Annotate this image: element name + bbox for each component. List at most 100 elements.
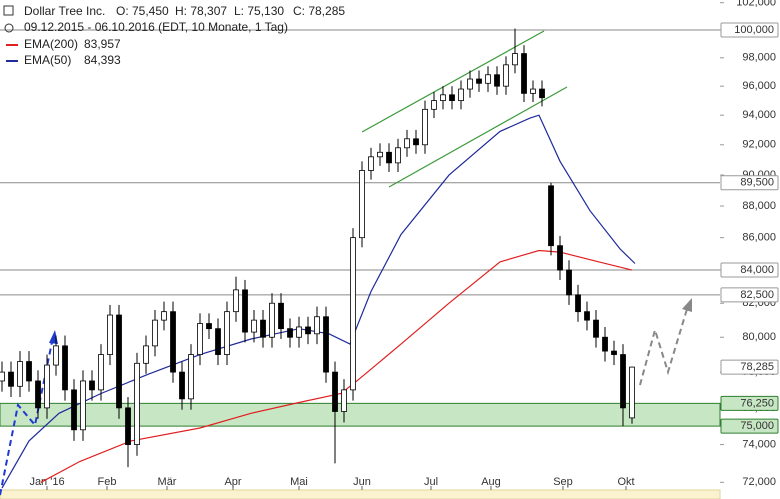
candle-body (431, 100, 437, 110)
candle-body (575, 294, 581, 313)
candle-body (449, 94, 455, 101)
ema-line (1, 114, 636, 489)
projection-arrow-left (0, 341, 53, 496)
quote-low: L: 75,130 (234, 4, 284, 18)
candle-body (368, 156, 374, 171)
time-strip (0, 489, 721, 499)
quote-open: O: 75,450 (116, 4, 169, 18)
quote-close: C: 78,285 (293, 4, 345, 18)
support-zone (0, 402, 721, 427)
candle-body (53, 345, 59, 366)
clock-icon (4, 23, 14, 33)
projection-arrow-right (639, 308, 688, 386)
y-tick-label: 98,000 (742, 52, 776, 64)
level-box (720, 22, 779, 38)
candle-body (404, 138, 410, 149)
y-tick-label: 102,000 (736, 0, 776, 9)
chart-title: Dollar Tree Inc. (24, 4, 105, 18)
candle-body (242, 289, 248, 333)
candle-body (467, 78, 473, 90)
candle-body (80, 380, 86, 431)
candle-body (611, 350, 617, 355)
candle-body (179, 371, 185, 400)
subtitle: 09.12.2015 - 06.10.2016 (EDT, 10 Monate,… (24, 20, 288, 34)
chart-icon (3, 5, 14, 16)
level-box (720, 359, 779, 375)
candle-body (593, 319, 599, 338)
channel-lower (388, 86, 568, 188)
legend-label: EMA(50) (24, 53, 71, 67)
candle-body (332, 371, 338, 412)
candle-body (413, 138, 419, 146)
candle-body (0, 371, 5, 382)
y-tick-label: 72,000 (742, 476, 776, 488)
level-label: 89,500 (740, 177, 774, 189)
y-tick-label: 80,000 (742, 331, 776, 343)
candle-body (215, 328, 221, 355)
candle-body (539, 88, 545, 99)
candle-body (395, 147, 401, 164)
candle-body (251, 319, 257, 333)
candle-body (8, 371, 14, 387)
x-tick-label: Okt (617, 476, 634, 488)
legend-label: EMA(200) (24, 37, 78, 51)
candle-body (134, 362, 140, 445)
candle-body (161, 311, 167, 321)
candle-body (377, 151, 383, 158)
candle-body (458, 88, 464, 101)
candle-body (62, 345, 68, 391)
candle-body (125, 407, 131, 445)
candle-body (584, 311, 590, 321)
candle-body (341, 389, 347, 412)
channel-upper (361, 30, 545, 133)
level-label: 78,285 (740, 361, 774, 373)
candle-body (305, 326, 311, 335)
candle-body (296, 326, 302, 338)
x-tick-label: Jun (353, 476, 371, 488)
legend-value: 84,393 (84, 53, 121, 67)
level-label: 76,250 (740, 397, 774, 409)
candle-body (152, 319, 158, 347)
candle-body (170, 311, 176, 373)
candle-body (530, 88, 536, 94)
candle-body (557, 245, 563, 271)
x-tick-label: Sep (553, 476, 573, 488)
level-label: 84,000 (740, 264, 774, 276)
candle-body (629, 366, 635, 419)
quote-high: H: 78,307 (175, 4, 227, 18)
y-tick-label: 94,000 (742, 109, 776, 121)
candle-body (188, 354, 194, 400)
candle-body (485, 74, 491, 84)
legend-value: 83,957 (84, 37, 121, 51)
candle-body (620, 354, 626, 409)
level-box (720, 418, 779, 434)
x-tick-label: Jul (424, 476, 438, 488)
candle-body (494, 74, 500, 87)
level-box (720, 175, 779, 191)
candle-body (602, 336, 608, 352)
candle-body (35, 380, 41, 409)
x-tick-label: Aug (481, 476, 501, 488)
y-tick-label: 96,000 (742, 80, 776, 92)
level-label: 75,000 (740, 420, 774, 432)
candle-body (548, 185, 554, 247)
candle-body (224, 311, 230, 355)
x-tick-label: Feb (98, 476, 117, 488)
ema-line (40, 249, 633, 483)
level-label: 82,500 (740, 289, 774, 301)
candle-body (206, 323, 212, 330)
candle-body (386, 151, 392, 164)
y-tick-label: 86,000 (742, 232, 776, 244)
candle-body (512, 53, 518, 66)
candle-body (503, 64, 509, 87)
candle-body (440, 94, 446, 101)
arrow-head (49, 330, 58, 344)
plot-under: 72,00074,00076,00078,00080,00082,00084,0… (0, 0, 776, 490)
candle-body (323, 316, 329, 373)
y-tick-label: 92,000 (742, 139, 776, 151)
candle-body (17, 361, 23, 387)
level-box (720, 395, 779, 411)
candle-body (98, 354, 104, 391)
candle-body (44, 364, 50, 409)
